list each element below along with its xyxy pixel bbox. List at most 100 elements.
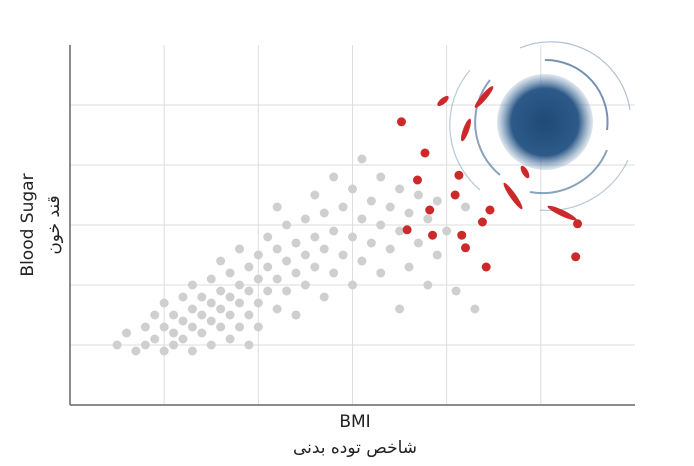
point xyxy=(420,148,430,158)
point xyxy=(310,232,320,242)
point xyxy=(216,256,226,266)
point xyxy=(329,226,339,236)
point xyxy=(122,328,131,338)
point xyxy=(140,322,150,332)
point xyxy=(197,310,207,320)
point xyxy=(357,256,367,266)
point xyxy=(235,280,244,290)
point xyxy=(291,310,301,320)
point xyxy=(225,334,235,344)
point xyxy=(357,154,367,164)
point xyxy=(376,172,386,182)
point xyxy=(423,214,433,224)
point xyxy=(263,262,273,272)
point xyxy=(159,322,169,332)
point xyxy=(272,244,282,254)
point xyxy=(282,256,292,266)
point xyxy=(461,202,470,212)
y-axis-label: Blood Sugar xyxy=(18,173,38,276)
point xyxy=(432,250,442,260)
point xyxy=(396,117,406,127)
point xyxy=(187,304,197,314)
point xyxy=(225,268,235,278)
point xyxy=(225,292,235,302)
point xyxy=(169,310,179,320)
point xyxy=(573,219,583,229)
point xyxy=(225,310,235,320)
point xyxy=(140,340,150,350)
point xyxy=(206,274,216,284)
point xyxy=(450,190,460,200)
point xyxy=(319,208,329,218)
point xyxy=(244,310,254,320)
point xyxy=(178,334,188,344)
point xyxy=(244,340,254,350)
point xyxy=(187,346,197,356)
point xyxy=(282,220,292,230)
point xyxy=(454,170,464,180)
point xyxy=(338,250,348,260)
point xyxy=(169,340,179,350)
point xyxy=(413,238,423,248)
point xyxy=(457,230,467,240)
point xyxy=(404,208,414,218)
point xyxy=(159,346,169,356)
point xyxy=(216,322,226,332)
point xyxy=(253,322,263,332)
point xyxy=(244,286,254,296)
point xyxy=(235,322,244,332)
point xyxy=(395,184,405,194)
point xyxy=(272,202,282,212)
point xyxy=(187,322,197,332)
point xyxy=(291,238,301,248)
point xyxy=(235,244,244,254)
point xyxy=(481,262,491,272)
point xyxy=(477,217,487,227)
point xyxy=(395,304,405,314)
point xyxy=(376,220,386,230)
point xyxy=(428,230,438,240)
point xyxy=(348,232,357,242)
point xyxy=(442,226,452,236)
point xyxy=(282,286,292,296)
point xyxy=(366,196,376,206)
point xyxy=(300,250,310,260)
point xyxy=(235,298,244,308)
red-streaks xyxy=(437,86,577,221)
x-axis-label-fa: شاخص توده بدنی xyxy=(293,438,417,458)
point xyxy=(197,328,207,338)
point xyxy=(310,190,320,200)
point xyxy=(357,214,367,224)
point xyxy=(571,252,581,262)
point xyxy=(263,286,273,296)
point xyxy=(423,280,433,290)
point xyxy=(263,232,273,242)
point xyxy=(451,286,461,296)
swirl xyxy=(449,41,631,212)
point xyxy=(150,334,160,344)
point xyxy=(197,292,207,302)
point xyxy=(112,340,122,350)
point xyxy=(412,175,422,185)
point xyxy=(216,304,226,314)
point xyxy=(385,244,395,254)
point xyxy=(253,298,263,308)
point xyxy=(338,202,348,212)
point xyxy=(329,268,339,278)
point xyxy=(169,328,179,338)
point xyxy=(244,262,254,272)
point xyxy=(348,280,357,290)
point xyxy=(131,346,141,356)
point xyxy=(206,340,216,350)
point xyxy=(187,280,197,290)
point xyxy=(272,304,282,314)
point xyxy=(404,262,414,272)
point xyxy=(485,205,495,215)
point xyxy=(178,316,188,326)
point xyxy=(291,268,301,278)
point xyxy=(206,298,216,308)
point xyxy=(385,202,395,212)
point xyxy=(178,292,188,302)
point xyxy=(319,292,329,302)
